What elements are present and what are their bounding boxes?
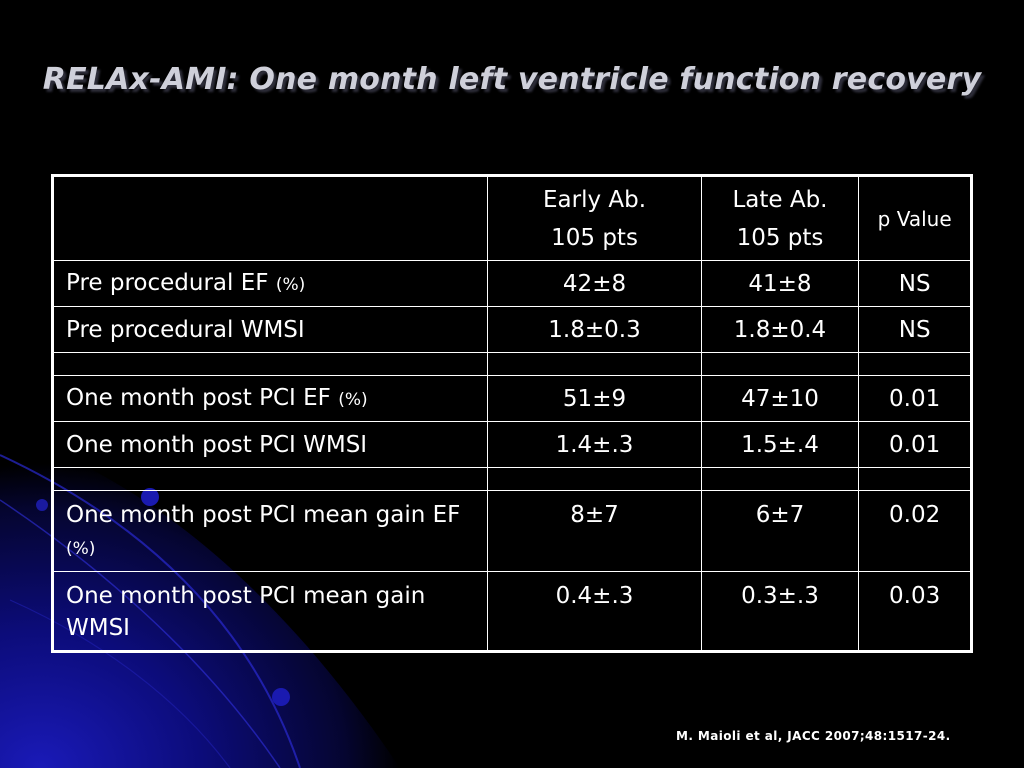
- header-late-ab: Late Ab. 105 pts: [700, 175, 860, 261]
- spacer-cell: [51, 467, 489, 491]
- spacer-cell: [51, 352, 489, 376]
- late-ab-value: 1.8±0.4: [700, 306, 860, 353]
- spacer-cell: [858, 467, 972, 491]
- table-row: One month post PCI mean gain WMSI 0.4±.3…: [51, 571, 972, 652]
- row-label-text: One month post PCI EF: [66, 384, 331, 411]
- table-row: One month post PCI EF (%) 51±9 47±10 0.0…: [51, 375, 972, 422]
- row-label-text: Pre procedural EF: [66, 269, 269, 296]
- spacer-cell: [700, 352, 860, 376]
- header-early-ab-line2: 105 pts: [551, 224, 638, 251]
- row-unit: (%): [66, 539, 96, 559]
- table-row: Pre procedural EF (%) 42±8 41±8 NS: [51, 260, 972, 307]
- results-table: Early Ab. 105 pts Late Ab. 105 pts p Val…: [51, 174, 973, 653]
- early-ab-value: 42±8: [487, 260, 702, 307]
- table-row: One month post PCI mean gain EF (%) 8±7 …: [51, 490, 972, 572]
- p-value: 0.03: [858, 571, 972, 652]
- early-ab-value: 1.8±0.3: [487, 306, 702, 353]
- late-ab-value: 1.5±.4: [700, 421, 860, 468]
- header-empty-cell: [51, 175, 489, 261]
- table-row: One month post PCI WMSI 1.4±.3 1.5±.4 0.…: [51, 421, 972, 468]
- p-value: 0.01: [858, 421, 972, 468]
- spacer-cell: [700, 467, 860, 491]
- row-label: Pre procedural EF (%): [51, 260, 489, 307]
- late-ab-value: 6±7: [700, 490, 860, 572]
- table-header-row: Early Ab. 105 pts Late Ab. 105 pts p Val…: [51, 175, 972, 261]
- early-ab-value: 51±9: [487, 375, 702, 422]
- early-ab-value: 0.4±.3: [487, 571, 702, 652]
- row-unit: (%): [275, 274, 306, 295]
- row-unit: (%): [338, 389, 368, 410]
- table-row: Pre procedural WMSI 1.8±0.3 1.8±0.4 NS: [51, 306, 972, 353]
- row-label: One month post PCI EF (%): [51, 375, 489, 422]
- row-label: One month post PCI WMSI: [51, 421, 489, 468]
- spacer-cell: [858, 352, 972, 376]
- row-label: Pre procedural WMSI: [51, 306, 489, 353]
- slide-title: RELAx-AMI: One month left ventricle func…: [42, 62, 982, 97]
- early-ab-value: 8±7: [487, 490, 702, 572]
- row-label: One month post PCI mean gain WMSI: [51, 571, 489, 652]
- p-value: NS: [858, 306, 972, 353]
- header-p-value: p Value: [858, 175, 972, 261]
- late-ab-value: 41±8: [700, 260, 860, 307]
- p-value: 0.01: [858, 375, 972, 422]
- spacer-row: [51, 352, 972, 376]
- late-ab-value: 0.3±.3: [700, 571, 860, 652]
- header-early-ab-line1: Early Ab.: [542, 186, 647, 213]
- header-late-ab-line1: Late Ab.: [732, 186, 828, 213]
- deco-dot-icon: [272, 688, 290, 706]
- citation: M. Maioli et al, JACC 2007;48:1517-24.: [676, 729, 951, 743]
- late-ab-value: 47±10: [700, 375, 860, 422]
- p-value: 0.02: [858, 490, 972, 572]
- deco-dot-icon: [36, 499, 48, 511]
- p-value: NS: [858, 260, 972, 307]
- header-late-ab-line2: 105 pts: [736, 224, 824, 251]
- spacer-row: [51, 467, 972, 491]
- header-early-ab: Early Ab. 105 pts: [487, 175, 702, 261]
- early-ab-value: 1.4±.3: [487, 421, 702, 468]
- row-label: One month post PCI mean gain EF (%): [51, 490, 489, 572]
- row-label-text: One month post PCI mean gain EF: [66, 502, 461, 528]
- spacer-cell: [487, 467, 702, 491]
- spacer-cell: [487, 352, 702, 376]
